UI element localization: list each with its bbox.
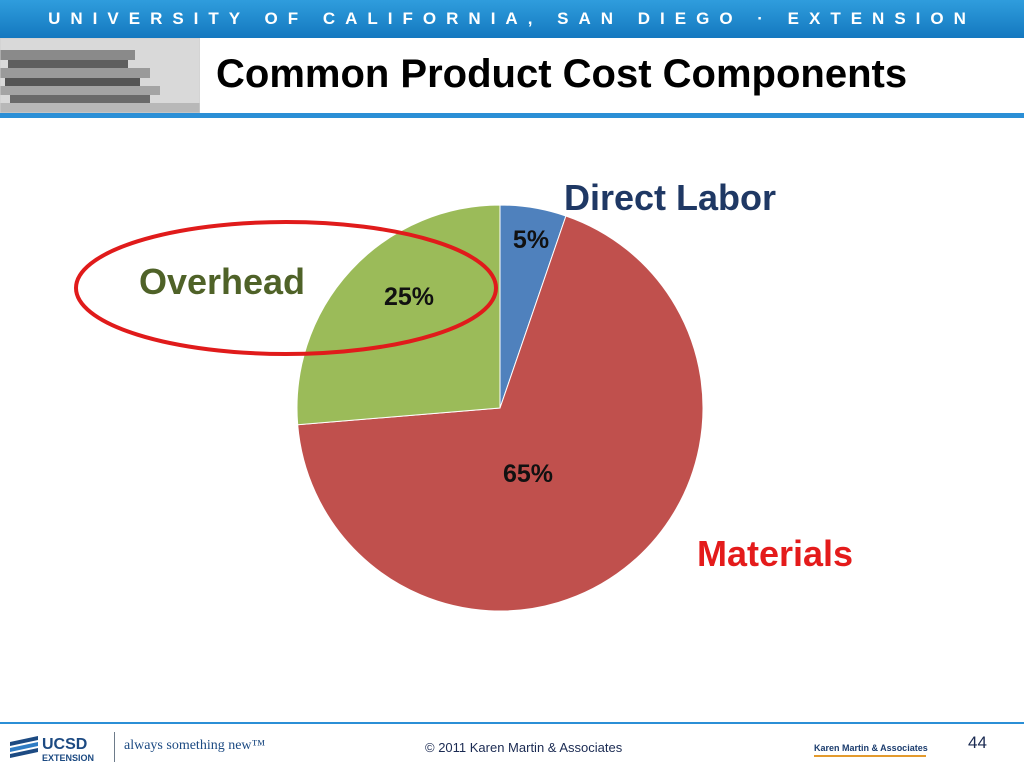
banner-text: UNIVERSITY OF CALIFORNIA, SAN DIEGO · EX… [48, 9, 976, 28]
karen-martin-logo: Karen Martin & Associates [814, 743, 928, 757]
value-label-overhead: 25% [384, 283, 434, 311]
highlight-ellipse [74, 220, 498, 356]
ucsd-logo-text: UCSD [42, 736, 87, 753]
ucsd-extension-logo: UCSD EXTENSION [10, 736, 94, 763]
building-image [0, 38, 200, 113]
copyright-text: © 2011 Karen Martin & Associates [425, 740, 623, 755]
footer-rule [0, 722, 1024, 724]
karen-martin-logo-text: Karen Martin & Associates [814, 743, 928, 753]
slide-title: Common Product Cost Components [216, 52, 908, 96]
category-label-overhead: Overhead [139, 261, 305, 302]
pie-slice-materials [297, 215, 704, 612]
tagline: always something new™ [124, 738, 266, 753]
page-number: 44 [968, 733, 987, 752]
ucsd-logo-subtext: EXTENSION [42, 753, 94, 763]
value-label-materials: 65% [503, 460, 553, 488]
header-rule [0, 113, 1024, 118]
category-label-materials: Materials [697, 533, 853, 574]
pie-slice-overhead [296, 204, 501, 426]
category-label-direct-labor: Direct Labor [564, 177, 776, 218]
top-banner [0, 0, 1024, 38]
footer-divider [114, 732, 115, 762]
value-label-direct-labor: 5% [513, 226, 549, 254]
